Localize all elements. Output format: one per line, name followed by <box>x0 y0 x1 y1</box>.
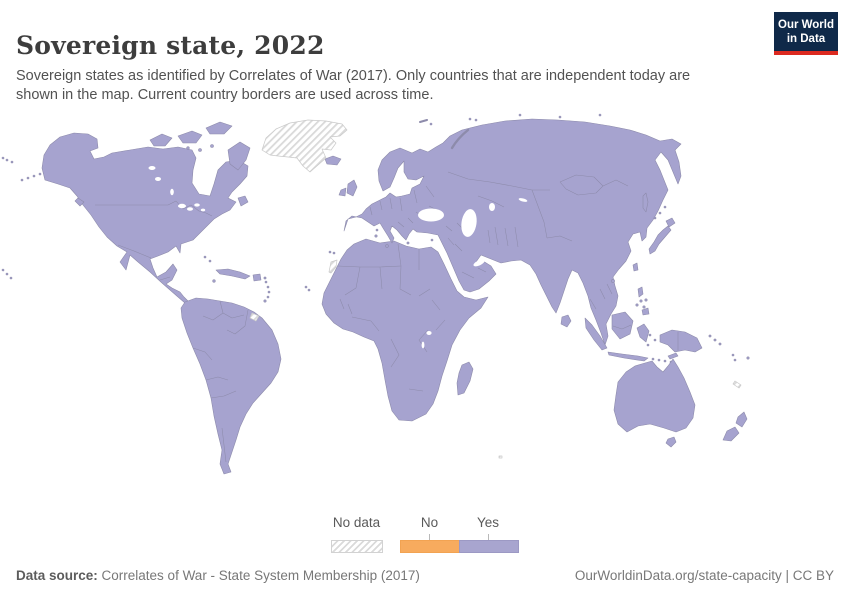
chart-footer: Data source: Correlates of War - State S… <box>16 568 834 583</box>
legend-swatch-yes[interactable] <box>459 540 519 553</box>
region-hawaii[interactable] <box>1 268 13 280</box>
region-north-america[interactable] <box>1 121 251 309</box>
region-caribbean[interactable] <box>203 255 271 303</box>
attribution-link[interactable]: OurWorldinData.org/state-capacity | CC B… <box>574 568 834 583</box>
region-kerguelen-no-data <box>498 455 503 459</box>
region-french-guiana-no-data[interactable] <box>249 312 260 322</box>
legend-label-no-data[interactable]: No data <box>332 515 381 530</box>
map-legend: No data No Yes <box>0 515 850 553</box>
region-greenland-no-data[interactable] <box>261 119 348 173</box>
legend-swatch-no-data[interactable] <box>331 540 383 553</box>
region-new-caledonia-no-data[interactable] <box>732 380 742 389</box>
region-africa[interactable] <box>321 238 489 422</box>
legend-tick-yes <box>488 534 489 540</box>
data-source-label: Data source: <box>16 568 98 583</box>
region-south-america[interactable] <box>180 297 282 475</box>
chart-subtitle: Sovereign states as identified by Correl… <box>16 67 691 103</box>
region-western-sahara-no-data[interactable] <box>328 259 338 274</box>
legend-tick-no <box>429 534 430 540</box>
owid-logo-line2: in Data <box>786 33 826 46</box>
region-eurasia[interactable] <box>304 113 682 346</box>
chart-title: Sovereign state, 2022 <box>16 30 325 60</box>
region-maritime-southeast-asia[interactable] <box>584 286 703 364</box>
legend-label-yes[interactable]: Yes <box>476 515 500 530</box>
legend-label-no[interactable]: No <box>420 515 439 530</box>
owid-logo-line1: Our World <box>778 19 835 31</box>
owid-logo: Our World in Data <box>774 12 838 56</box>
data-source: Data source: Correlates of War - State S… <box>16 568 420 583</box>
data-source-value: Correlates of War - State System Members… <box>97 568 420 583</box>
legend-swatch-no[interactable] <box>400 540 460 553</box>
region-oceania[interactable] <box>613 334 750 448</box>
